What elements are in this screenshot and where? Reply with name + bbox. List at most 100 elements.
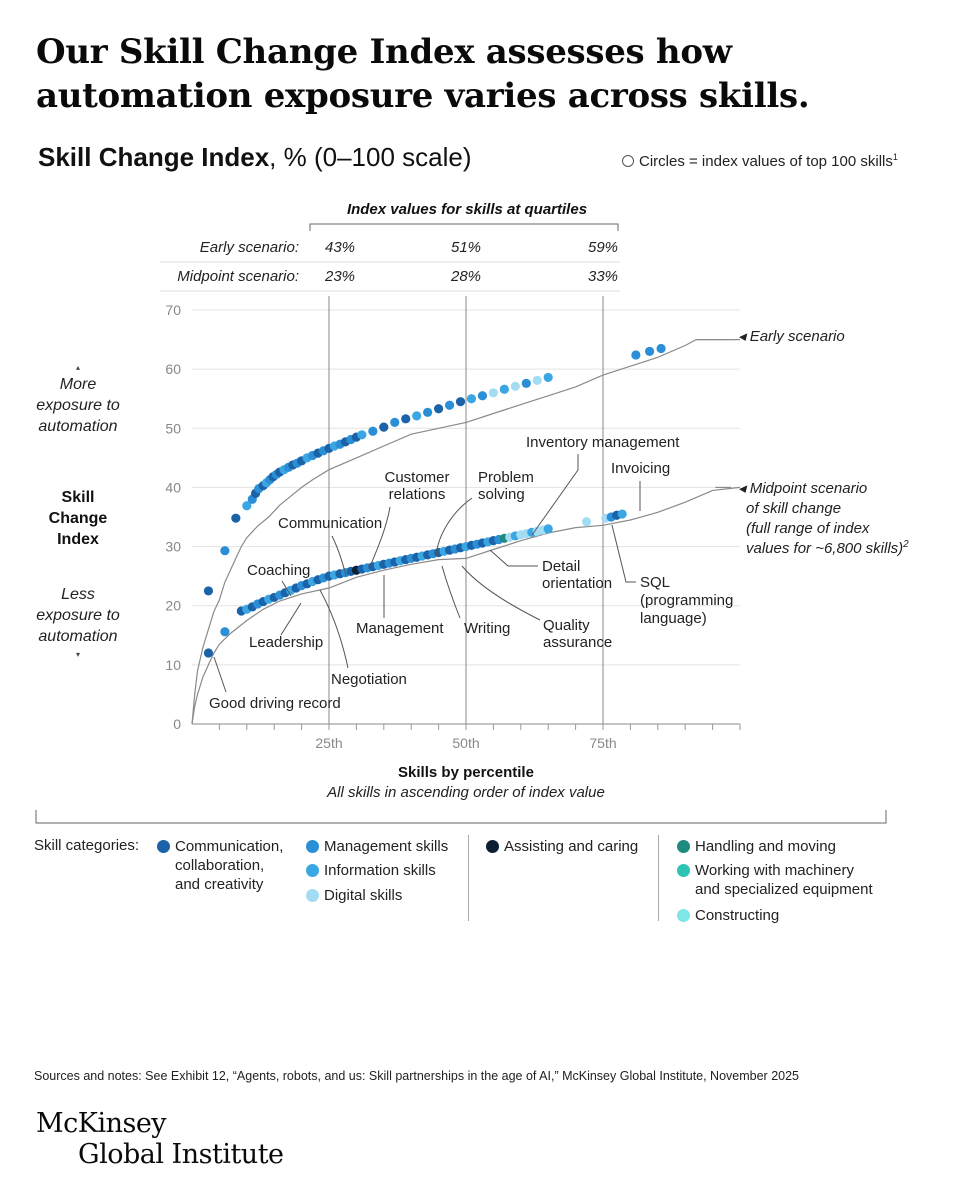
midpoint-scenario-point (581, 517, 592, 527)
annotation-leader (280, 602, 302, 636)
early-scenario-label: ◂ Early scenario (738, 328, 845, 345)
midpoint-scenario-label: of skill change (746, 500, 841, 517)
legend-swatch (486, 840, 499, 853)
quartile-value: 28% (450, 268, 481, 285)
annotation-label: Coaching (247, 562, 310, 579)
early-scenario-point (499, 384, 509, 394)
y-axis-less-label: automation (38, 628, 117, 645)
y-tick-label: 60 (165, 361, 181, 377)
y-tick-label: 70 (165, 302, 181, 318)
legend-swatch (157, 840, 170, 853)
legend-swatch (677, 909, 690, 922)
midpoint-scenario-line (191, 486, 741, 725)
circle-note: Circles = index values of top 100 skills… (622, 152, 898, 170)
legend-item: Constructing (677, 906, 779, 925)
early-scenario-point (631, 350, 641, 360)
legend-item-label: Digital skills (324, 887, 403, 904)
quartile-value: 33% (588, 268, 618, 285)
annotation-label: Negotiation (331, 671, 407, 688)
legend-item-label: and specialized equipment (695, 881, 873, 898)
early-scenario-point (412, 411, 422, 421)
midpoint-scenario-label: values for ~6,800 skills)2 (746, 539, 909, 557)
annotation-label: Good driving record (209, 695, 341, 712)
legend-item-label: Working with machinery (695, 862, 854, 879)
y-tick-label: 30 (165, 539, 181, 555)
early-scenario-point (521, 378, 531, 388)
legend-item: Assisting and caring (486, 837, 639, 856)
legend-item-label: Information skills (324, 862, 436, 879)
early-scenario-point (488, 388, 498, 398)
y-axis-more-label: automation (38, 418, 117, 435)
midpoint-scenario-point (220, 627, 230, 637)
early-scenario-point (357, 430, 367, 440)
annotation-label: (programming (640, 592, 733, 609)
early-scenario-point (231, 513, 241, 523)
early-scenario-point (368, 426, 378, 436)
annotation-label: Writing (464, 620, 510, 637)
annotation-leader (213, 656, 227, 693)
legend-item: Handling and moving (677, 837, 836, 856)
x-axis-subtitle: All skills in ascending order of index v… (326, 784, 605, 801)
y-tick-label: 0 (173, 716, 181, 732)
early-scenario-point (466, 394, 477, 404)
annotation-label: Communication (278, 515, 382, 532)
circle-note-text: Circles = index values of top 100 skills (639, 153, 893, 170)
x-axis-bracket (35, 810, 887, 824)
x-tick-label: 50th (452, 735, 479, 751)
annotation-label: Invoicing (611, 460, 670, 477)
legend-item: Management skills (306, 837, 448, 856)
annotation-label: Problem (478, 469, 534, 486)
brand-logo: McKinsey Global Institute (36, 1108, 284, 1170)
early-scenario-point (477, 391, 488, 401)
annotation-leader (611, 524, 636, 583)
early-scenario-point (203, 586, 214, 596)
y-axis-title: Index (57, 531, 99, 548)
legend-item-label: collaboration, (175, 857, 265, 874)
y-axis-title: Skill (62, 489, 95, 506)
legend-item-label: and creativity (175, 876, 264, 893)
circle-note-footnote: 1 (892, 152, 898, 162)
x-axis-title: Skills by percentile (398, 764, 534, 781)
y-tick-label: 10 (165, 657, 181, 673)
x-tick-label: 75th (589, 735, 616, 751)
midpoint-footnote: 2 (902, 539, 909, 550)
y-tick-label: 50 (165, 420, 181, 436)
midpoint-scenario-point (617, 509, 627, 519)
x-tick-label: 25th (315, 735, 342, 751)
legend-item: Communication, collaboration, and creativi… (157, 837, 284, 894)
y-axis-more-label: exposure to (36, 397, 120, 414)
early-scenario-point (379, 422, 389, 432)
y-axis-less-label: exposure to (36, 607, 120, 624)
legend-swatch (306, 889, 319, 902)
annotation-label: orientation (542, 575, 612, 592)
midpoint-scenario-label: ◂ Midpoint scenario (738, 480, 867, 497)
annotation-label: Customer (384, 469, 449, 486)
legend-item-label: Assisting and caring (504, 838, 639, 855)
legend-item: Working with machinery and specialized eq… (677, 861, 873, 899)
annotation-label: Quality (543, 617, 590, 634)
legend-item: Digital skills (306, 886, 403, 905)
circle-icon (622, 155, 634, 167)
legend-item-label: Communication, (175, 838, 284, 855)
midpoint-scenario-point (543, 524, 553, 534)
annotation-label: solving (478, 486, 525, 503)
subtitle-bold: Skill Change Index (38, 142, 270, 172)
up-arrow-icon: ▴ (76, 363, 80, 372)
early-scenario-point (644, 346, 655, 356)
quartile-value: 43% (325, 239, 355, 256)
early-scenario-point (656, 343, 666, 354)
sources-note: Sources and notes: See Exhibit 12, “Agen… (34, 1069, 800, 1083)
legend-swatch (306, 864, 319, 877)
legend-title: Skill categories: (34, 837, 140, 854)
early-scenario-line (191, 339, 740, 725)
annotation-leader (461, 565, 541, 621)
early-scenario-point (220, 546, 230, 556)
annotation-label: Inventory management (526, 434, 680, 451)
y-axis-title: Change (49, 510, 108, 527)
legend-divider (658, 835, 659, 921)
early-scenario-point (423, 407, 433, 417)
annotation-label: language) (640, 610, 707, 627)
early-scenario-point (455, 397, 466, 407)
annotation-label: Management (356, 620, 444, 637)
annotation-label: Leadership (249, 634, 323, 651)
